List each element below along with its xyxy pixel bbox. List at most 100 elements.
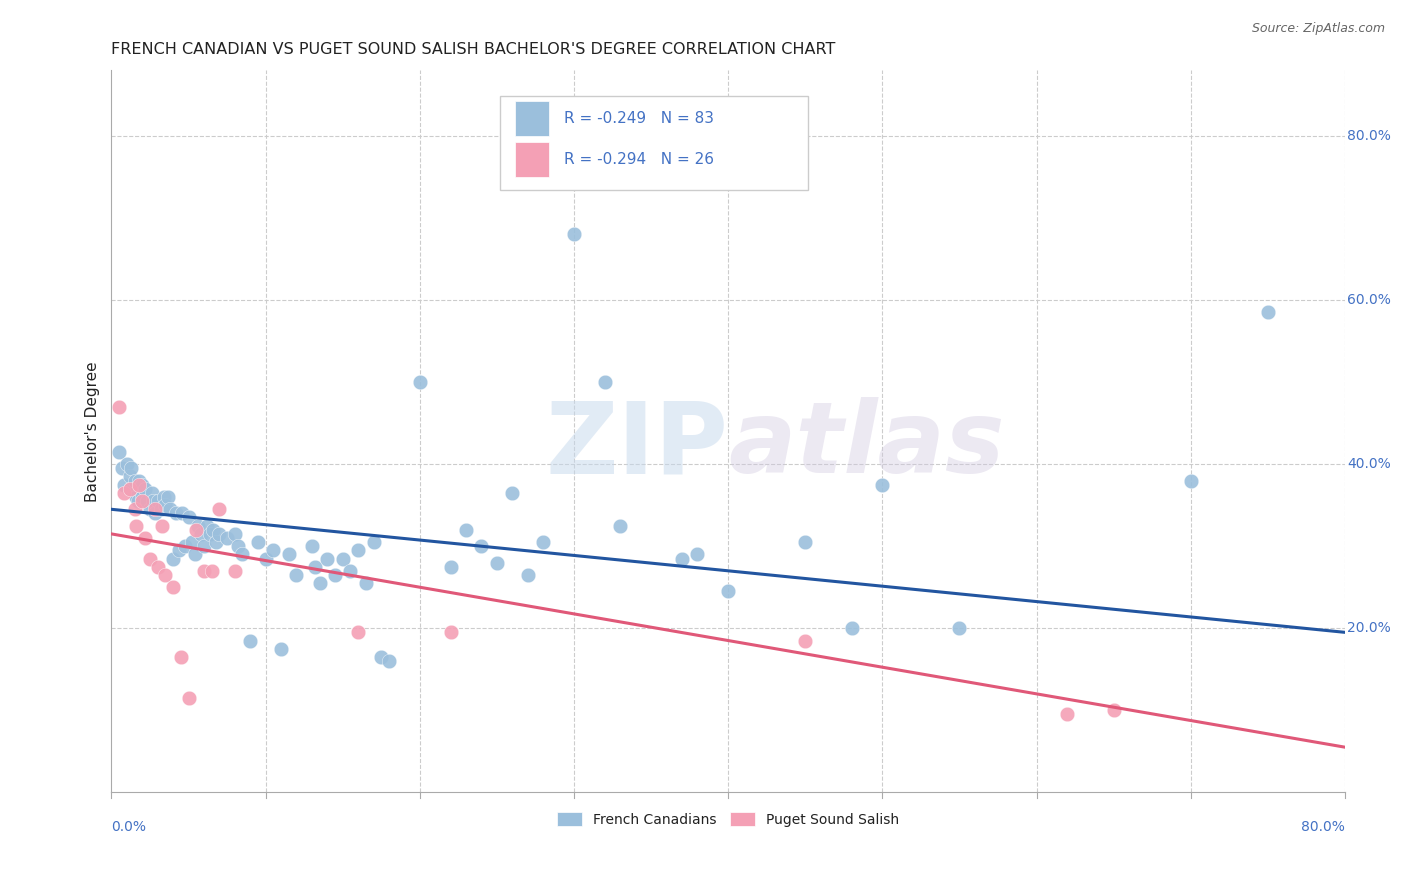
Point (794, 535, 817, 549)
Point (1102, 703, 1125, 717)
Point (370, 649, 392, 664)
Text: R = -0.249   N = 83: R = -0.249 N = 83 (564, 112, 714, 127)
Point (285, 568, 308, 582)
Point (165, 507, 187, 521)
Point (301, 539, 323, 553)
Point (246, 535, 269, 549)
Point (254, 551, 277, 566)
Point (143, 507, 166, 521)
Point (1180, 474, 1202, 488)
Text: atlas: atlas (728, 397, 1005, 494)
Point (262, 543, 284, 558)
Point (190, 527, 212, 541)
Point (153, 490, 176, 504)
Text: 60.0%: 60.0% (1347, 293, 1392, 307)
Text: 0.0%: 0.0% (111, 820, 146, 834)
Point (167, 543, 190, 558)
Point (195, 518, 218, 533)
Point (378, 654, 401, 668)
Point (112, 486, 135, 500)
Point (205, 535, 228, 549)
Point (470, 539, 492, 553)
Point (131, 494, 153, 508)
Point (454, 523, 477, 537)
Point (177, 510, 200, 524)
Point (531, 535, 554, 549)
Point (143, 502, 166, 516)
Point (671, 551, 693, 566)
Point (304, 559, 326, 574)
Point (201, 564, 224, 578)
Point (142, 494, 165, 508)
Point (332, 551, 354, 566)
Point (162, 551, 184, 566)
Point (339, 564, 361, 578)
Text: 80.0%: 80.0% (1347, 129, 1392, 143)
Point (124, 474, 146, 488)
Point (686, 548, 709, 562)
Point (187, 518, 209, 533)
Point (208, 527, 231, 541)
Point (174, 539, 197, 553)
Point (146, 559, 169, 574)
Point (186, 523, 208, 537)
Point (198, 527, 221, 541)
Point (124, 486, 146, 500)
Point (124, 502, 146, 516)
Point (277, 548, 299, 562)
Point (717, 584, 740, 599)
Point (440, 625, 463, 640)
FancyBboxPatch shape (501, 95, 808, 189)
Point (135, 494, 157, 508)
Point (215, 531, 238, 545)
Point (208, 502, 231, 516)
Point (347, 543, 370, 558)
Point (440, 559, 463, 574)
Point (128, 474, 150, 488)
Point (170, 649, 193, 664)
Point (108, 400, 131, 414)
Y-axis label: Bachelor's Degree: Bachelor's Degree (86, 361, 100, 501)
Point (155, 498, 177, 512)
Point (485, 556, 508, 570)
Point (501, 486, 523, 500)
Text: 20.0%: 20.0% (1347, 621, 1391, 635)
Point (134, 531, 156, 545)
Text: 80.0%: 80.0% (1301, 820, 1346, 834)
Bar (515, 102, 550, 136)
Point (1257, 305, 1279, 319)
Text: Source: ZipAtlas.com: Source: ZipAtlas.com (1251, 22, 1385, 36)
Point (872, 477, 894, 491)
Point (323, 568, 346, 582)
Point (562, 227, 585, 242)
Point (180, 535, 202, 549)
Point (363, 535, 385, 549)
Point (118, 482, 141, 496)
Point (231, 548, 253, 562)
Point (172, 507, 194, 521)
Point (308, 576, 330, 591)
Point (948, 621, 970, 635)
Point (155, 568, 177, 582)
Text: R = -0.294   N = 26: R = -0.294 N = 26 (564, 152, 714, 167)
Point (146, 494, 169, 508)
Point (128, 477, 150, 491)
Point (157, 490, 180, 504)
Bar (515, 142, 550, 177)
Point (193, 539, 215, 553)
Point (609, 518, 631, 533)
Point (159, 502, 181, 516)
Legend: French Canadians, Puget Sound Salish: French Canadians, Puget Sound Salish (551, 806, 905, 832)
Point (347, 625, 370, 640)
Point (183, 548, 205, 562)
Point (354, 576, 377, 591)
Point (516, 568, 538, 582)
Point (224, 564, 246, 578)
Point (125, 518, 148, 533)
Text: ZIP: ZIP (546, 397, 728, 494)
Point (202, 523, 225, 537)
Point (127, 494, 149, 508)
Point (149, 502, 172, 516)
Point (131, 490, 153, 504)
Point (593, 375, 616, 389)
